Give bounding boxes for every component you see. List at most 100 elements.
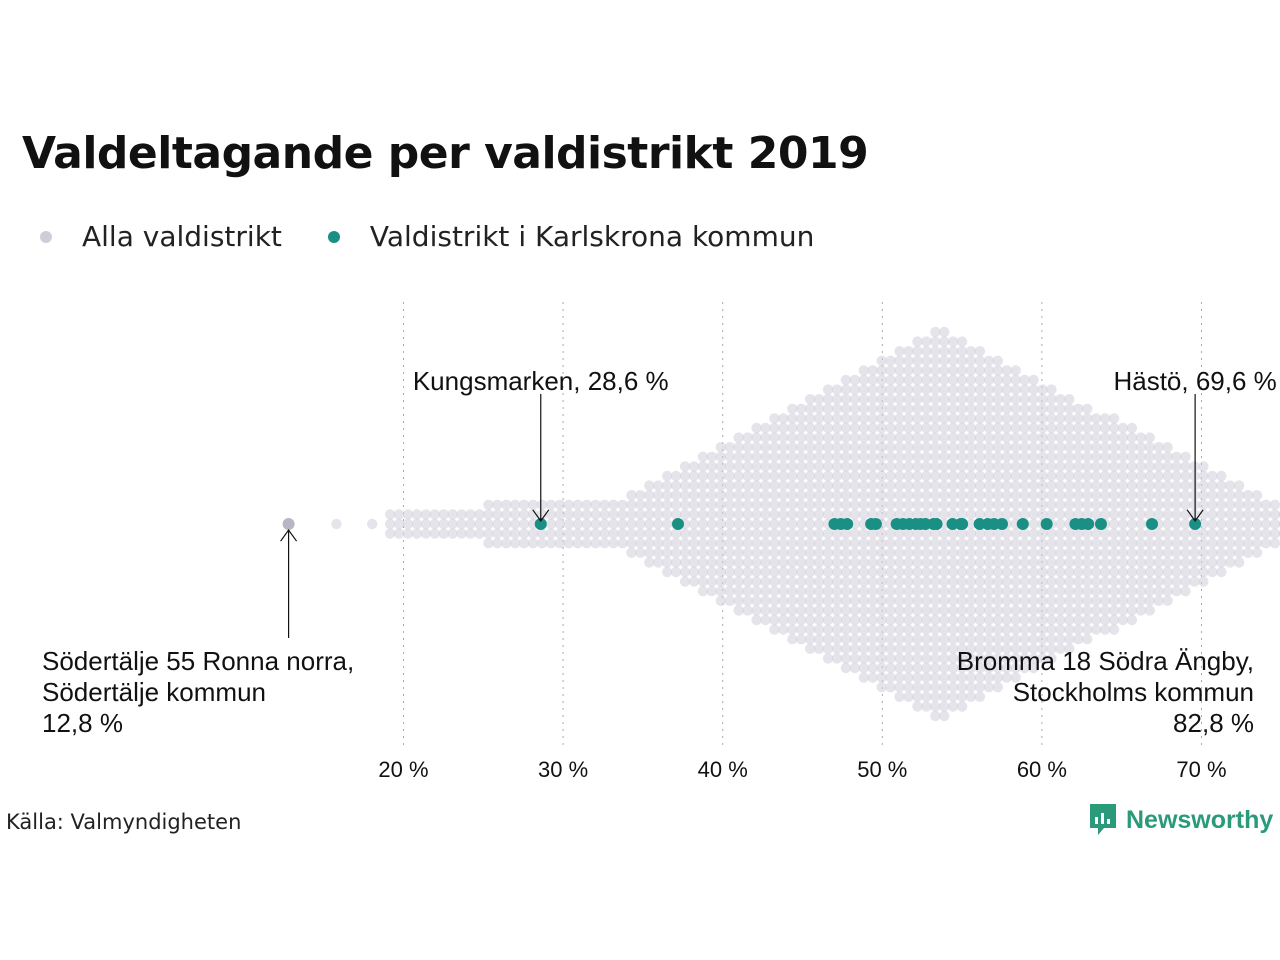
data-point-all xyxy=(939,346,950,357)
data-point-all xyxy=(974,413,986,424)
data-point-all xyxy=(831,566,843,578)
data-point-all xyxy=(965,557,977,568)
data-point-all xyxy=(653,557,664,568)
data-point-all xyxy=(867,432,878,443)
data-point-all xyxy=(1037,557,1048,568)
data-point-all xyxy=(983,653,995,664)
data-point-all xyxy=(697,518,709,530)
data-point-all xyxy=(822,509,834,520)
data-point-all xyxy=(1073,451,1084,462)
data-point-all xyxy=(858,538,869,549)
data-point-all xyxy=(822,480,834,491)
data-point-all xyxy=(1046,576,1057,587)
data-point-all xyxy=(947,701,959,712)
data-point-all xyxy=(894,557,905,568)
data-point-all xyxy=(992,480,1004,491)
data-point-all xyxy=(420,518,432,530)
data-point-all xyxy=(903,662,914,674)
data-point-all xyxy=(974,643,986,654)
data-point-all xyxy=(903,682,914,693)
data-point-all xyxy=(903,614,914,626)
data-point-all xyxy=(1073,422,1084,434)
data-point-all xyxy=(778,538,789,549)
data-point-all xyxy=(939,326,950,338)
data-point-all xyxy=(1064,451,1075,462)
data-point-all xyxy=(1099,566,1111,578)
data-point-all xyxy=(1055,432,1066,443)
data-point-all xyxy=(1046,509,1057,520)
data-point-all xyxy=(501,538,512,549)
data-point-all xyxy=(947,374,959,386)
data-point-all xyxy=(1037,576,1048,587)
data-point-all xyxy=(626,509,637,520)
data-point-all xyxy=(867,624,878,635)
data-point-all xyxy=(956,557,968,568)
data-point-all xyxy=(912,413,923,424)
data-point-all xyxy=(867,634,878,645)
data-point-all xyxy=(804,547,816,558)
x-tick-label: 30 % xyxy=(538,757,588,782)
data-point-all xyxy=(983,576,995,587)
data-point-all xyxy=(1153,538,1164,549)
data-point-all xyxy=(1198,480,1209,491)
data-point-all xyxy=(1108,528,1120,539)
data-point-all xyxy=(1001,672,1012,683)
data-point-all xyxy=(939,336,950,347)
data-point-all xyxy=(813,422,825,434)
series-all-districts xyxy=(282,326,1280,722)
data-point-all xyxy=(1037,480,1048,491)
data-point-all xyxy=(965,480,977,491)
data-point-all xyxy=(715,586,726,597)
data-point-all xyxy=(858,662,869,674)
data-point-all xyxy=(1055,470,1066,482)
annotation-line-text: Södertälje 55 Ronna norra, xyxy=(42,646,354,676)
data-point-all xyxy=(733,442,744,453)
data-point-all xyxy=(688,499,700,510)
data-point-all xyxy=(706,557,718,568)
data-point-all xyxy=(581,528,592,539)
data-point-all xyxy=(1082,557,1093,568)
data-point-all xyxy=(831,432,843,443)
data-point-all xyxy=(778,595,789,606)
data-point-all xyxy=(876,403,887,414)
data-point-all xyxy=(1189,461,1200,472)
data-point-all xyxy=(885,442,896,453)
data-point-all xyxy=(724,586,735,597)
x-tick-label: 50 % xyxy=(857,757,907,782)
data-point-all xyxy=(983,595,995,606)
data-point-all xyxy=(939,480,950,491)
data-point-all xyxy=(1153,442,1164,453)
data-point-all xyxy=(1010,509,1021,520)
data-point-all xyxy=(751,480,762,491)
data-point-all xyxy=(894,691,905,702)
data-point-all xyxy=(831,547,843,558)
data-point-all xyxy=(1046,566,1057,578)
data-point-all xyxy=(724,538,735,549)
data-point-all xyxy=(974,605,986,616)
data-point-all xyxy=(983,643,995,654)
annotation-line-text: Stockholms kommun xyxy=(1013,677,1254,707)
data-point-all xyxy=(947,336,959,347)
data-point-all xyxy=(1037,614,1048,626)
data-point-all xyxy=(1153,576,1164,587)
data-point-all xyxy=(876,662,887,674)
data-point-all xyxy=(1126,518,1138,530)
data-point-all xyxy=(1001,557,1012,568)
data-point-all xyxy=(894,634,905,645)
data-point-all xyxy=(867,566,878,578)
data-point-all xyxy=(983,566,995,578)
data-point-all xyxy=(956,490,968,501)
data-point-all xyxy=(796,614,807,626)
data-point-all xyxy=(1207,480,1218,491)
data-point-all xyxy=(1046,461,1057,472)
data-point-all xyxy=(742,490,753,501)
data-point-all xyxy=(1028,384,1039,395)
data-point-all xyxy=(1207,547,1218,558)
data-point-all xyxy=(1171,499,1182,510)
data-point-all xyxy=(1010,365,1021,376)
data-point-all xyxy=(921,643,932,654)
data-point-all xyxy=(822,634,834,645)
data-point-all xyxy=(1144,576,1155,587)
data-point-all xyxy=(1090,432,1102,443)
data-point-all xyxy=(778,470,789,482)
